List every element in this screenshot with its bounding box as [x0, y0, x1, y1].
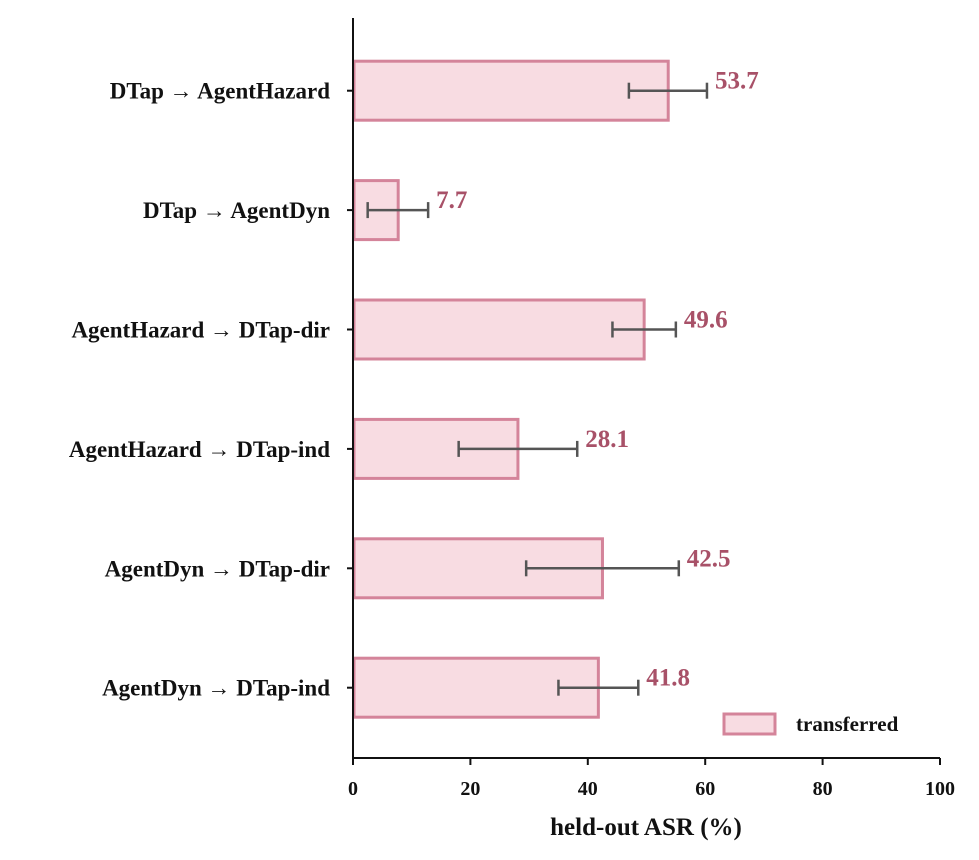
category-label: AgentDyn → DTap-ind: [102, 676, 330, 701]
x-ticks-layer: 0 20 40 60 80 100: [348, 758, 955, 800]
category-label: DTap → AgentHazard: [110, 79, 330, 104]
error-bar: [557, 679, 640, 696]
x-tick-label: 0: [348, 778, 358, 800]
error-bar: [627, 82, 709, 99]
error-bar: [366, 202, 430, 219]
value-label: 41.8: [646, 665, 690, 692]
category-label: AgentHazard → DTap-dir: [71, 318, 330, 343]
category-label: AgentDyn → DTap-dir: [105, 556, 330, 581]
category-label: AgentHazard → DTap-ind: [69, 437, 330, 462]
x-tick-label: 100: [925, 778, 955, 800]
value-label: 7.7: [436, 187, 467, 214]
category-labels-layer: DTap → AgentHazard DTap → AgentDyn AgentHa…: [69, 79, 353, 701]
x-tick-label: 80: [813, 778, 833, 800]
value-label: 53.7: [715, 68, 759, 95]
error-bar: [611, 321, 678, 338]
value-label: 28.1: [585, 426, 629, 453]
bars-layer: [352, 59, 670, 719]
x-tick-label: 40: [578, 778, 598, 800]
value-label: 42.5: [687, 545, 731, 572]
value-label: 49.6: [684, 307, 728, 334]
value-labels-layer: 53.7 7.7 49.6 28.1 42.5 41.8: [436, 68, 759, 692]
legend: transferred: [722, 712, 899, 736]
bar: [352, 298, 646, 361]
x-tick-label: 20: [460, 778, 480, 800]
category-label: DTap → AgentDyn: [143, 198, 330, 223]
axes-layer: [352, 18, 940, 759]
legend-swatch: [722, 712, 777, 736]
legend-label: transferred: [796, 712, 899, 736]
x-tick-label: 60: [695, 778, 715, 800]
x-axis-title: held-out ASR (%): [550, 814, 742, 841]
error-bar: [524, 560, 681, 577]
bar: [352, 59, 670, 122]
error-bar: [457, 440, 579, 457]
error-bars-layer: [366, 82, 709, 696]
